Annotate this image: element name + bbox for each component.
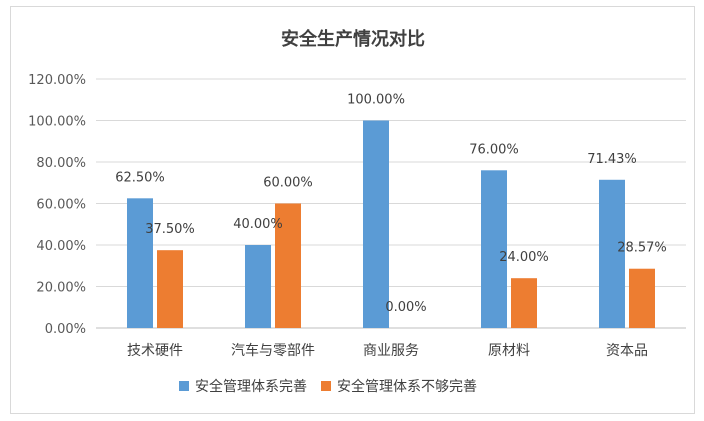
legend-swatch bbox=[321, 381, 331, 391]
legend-swatch bbox=[179, 381, 189, 391]
bar-incomplete bbox=[157, 250, 183, 328]
legend: 安全管理体系完善 安全管理体系不够完善 bbox=[179, 378, 477, 395]
x-category-label: 汽车与零部件 bbox=[231, 342, 315, 359]
legend-label: 安全管理体系不够完善 bbox=[337, 378, 477, 395]
x-axis-categories: 技术硬件 汽车与零部件 商业服务 原材料 资本品 bbox=[127, 342, 648, 359]
x-category-label: 原材料 bbox=[488, 343, 530, 359]
data-label: 71.43% bbox=[587, 152, 637, 167]
data-label: 28.57% bbox=[617, 241, 667, 256]
bar-complete bbox=[481, 170, 507, 328]
y-tick-label: 100.00% bbox=[28, 115, 86, 130]
bar-complete bbox=[599, 179, 625, 328]
y-tick-label: 120.00% bbox=[28, 73, 86, 88]
data-label: 76.00% bbox=[469, 142, 519, 157]
bar-complete bbox=[127, 198, 153, 328]
y-tick-label: 0.00% bbox=[45, 322, 86, 337]
x-category-label: 商业服务 bbox=[363, 343, 419, 359]
gridlines bbox=[96, 78, 686, 329]
data-label: 100.00% bbox=[347, 93, 405, 108]
bars bbox=[127, 120, 655, 328]
y-axis-ticks: 0.00% 20.00% 40.00% 60.00% 80.00% 100.00% 120.… bbox=[28, 73, 86, 337]
y-tick-label: 40.00% bbox=[36, 239, 86, 254]
bar-incomplete bbox=[629, 268, 655, 328]
y-tick-label: 20.00% bbox=[36, 281, 86, 296]
data-labels: 62.50% 37.50% 40.00% 60.00% 100.00% 0.00% 76.0… bbox=[115, 93, 667, 316]
chart-title: 安全生产情况对比 bbox=[281, 28, 425, 50]
y-tick-label: 60.00% bbox=[36, 198, 86, 213]
bar-incomplete bbox=[275, 203, 301, 328]
chart-frame: 安全生产情况对比 0.00% 20.00% 40.00% 60.00% 80.00% 10… bbox=[10, 6, 695, 414]
data-label: 62.50% bbox=[115, 170, 165, 185]
data-label: 60.00% bbox=[263, 176, 313, 191]
data-label: 37.50% bbox=[145, 222, 195, 237]
bar-chart: 安全生产情况对比 0.00% 20.00% 40.00% 60.00% 80.00% 10… bbox=[28, 28, 686, 395]
x-category-label: 技术硬件 bbox=[127, 343, 183, 359]
legend-label: 安全管理体系完善 bbox=[195, 378, 307, 395]
data-label: 40.00% bbox=[233, 217, 283, 232]
bar-complete bbox=[245, 245, 271, 328]
bar-incomplete bbox=[511, 278, 537, 328]
x-category-label: 资本品 bbox=[606, 343, 648, 359]
y-tick-label: 80.00% bbox=[36, 156, 86, 171]
bar-complete bbox=[363, 120, 389, 328]
data-label: 0.00% bbox=[385, 300, 426, 315]
data-label: 24.00% bbox=[499, 250, 549, 265]
